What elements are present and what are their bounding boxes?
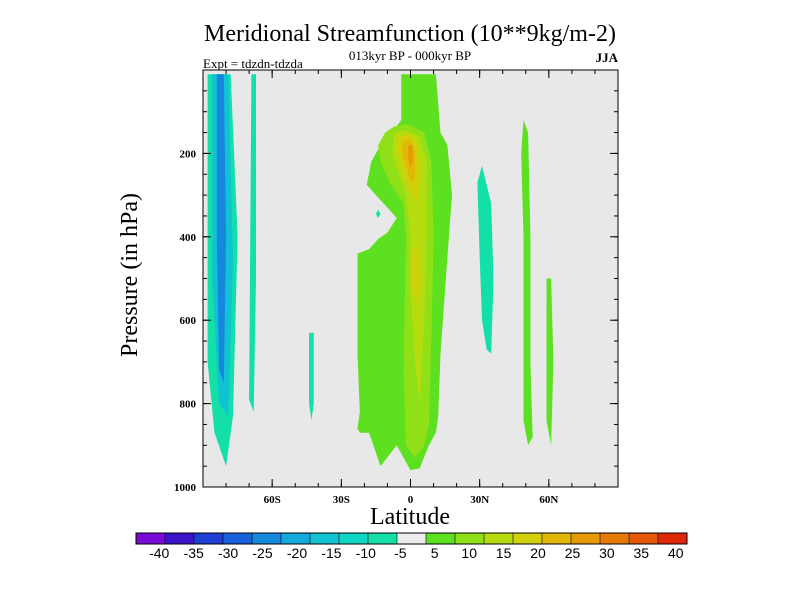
colorbar-label: 5 (431, 545, 439, 561)
x-tick-label: 30S (333, 494, 350, 506)
chart-title: Meridional Streamfunction (10**9kg/m-2) (204, 21, 616, 47)
colorbar-swatch (165, 533, 195, 544)
contour-region-13 (410, 245, 420, 304)
colorbar-swatch (136, 533, 166, 544)
contour-region-6 (216, 74, 227, 383)
x-tick-label: 0 (408, 494, 414, 506)
y-tick-label: 200 (180, 148, 197, 160)
colorbar (135, 532, 688, 545)
colorbar-swatch (658, 533, 688, 544)
season-label: JJA (596, 50, 619, 65)
colorbar-swatch (484, 533, 514, 544)
contour-regions (207, 74, 554, 471)
x-axis-label: Latitude (370, 504, 450, 530)
y-tick-label: 600 (180, 315, 197, 327)
contour-region-2 (309, 332, 314, 421)
colorbar-label: 40 (668, 545, 684, 561)
colorbar-swatch (339, 533, 369, 544)
y-tick-label: 800 (180, 399, 197, 411)
contour-region-8 (521, 120, 533, 446)
x-axis-ticks: 60S 30S 0 30N 60N (264, 70, 558, 506)
colorbar-label: -30 (218, 545, 238, 561)
colorbar-label: -10 (356, 545, 376, 561)
colorbar-label: 30 (599, 545, 615, 561)
colorbar-swatch (571, 533, 601, 544)
colorbar-swatch (513, 533, 543, 544)
contour-region-3 (375, 209, 381, 218)
colorbar-swatch (600, 533, 630, 544)
colorbar-swatch (223, 533, 253, 544)
colorbar-swatch (252, 533, 282, 544)
colorbar-frame (135, 532, 688, 545)
colorbar-label: 15 (496, 545, 512, 561)
contour-region-1 (249, 74, 256, 412)
contour-region-11 (392, 130, 427, 404)
colorbar-label: -40 (149, 545, 169, 561)
chart-subtitle: 013kyr BP - 000kyr BP (349, 48, 471, 63)
x-tick-label: 30N (470, 494, 489, 506)
y-axis-label: Pressure (in hPa) (117, 193, 143, 357)
colorbar-label: -15 (321, 545, 341, 561)
contour-region-9 (546, 278, 554, 446)
contour-region-4 (477, 165, 494, 354)
colorbar-labels: -40 -35 -30 -25 -20 -15 -10 -5 5 10 15 20 25 30 35 40 (149, 545, 684, 561)
colorbar-swatch (194, 533, 224, 544)
colorbar-label: 25 (565, 545, 581, 561)
colorbar-label: 10 (461, 545, 477, 561)
colorbar-swatch (426, 533, 456, 544)
colorbar-label: -20 (287, 545, 307, 561)
colorbar-label: 35 (634, 545, 650, 561)
colorbar-swatch (542, 533, 572, 544)
x-tick-label: 60S (264, 494, 281, 506)
y-tick-label: 1000 (174, 482, 197, 494)
colorbar-label: -5 (394, 545, 407, 561)
colorbar-swatch (397, 533, 427, 544)
experiment-label: Expt = tdzdn-tdzda (203, 56, 303, 71)
y-axis-ticks: 200 400 600 800 1000 (174, 148, 618, 494)
colorbar-label: -35 (184, 545, 204, 561)
x-tick-label: 60N (539, 494, 558, 506)
colorbar-swatch (629, 533, 659, 544)
colorbar-label: -25 (252, 545, 272, 561)
contour-region-15 (408, 145, 413, 168)
colorbar-swatch (310, 533, 340, 544)
colorbar-swatch (455, 533, 485, 544)
y-tick-label: 400 (180, 232, 197, 244)
colorbar-swatch (281, 533, 311, 544)
colorbar-swatch (368, 533, 398, 544)
colorbar-label: 20 (530, 545, 546, 561)
